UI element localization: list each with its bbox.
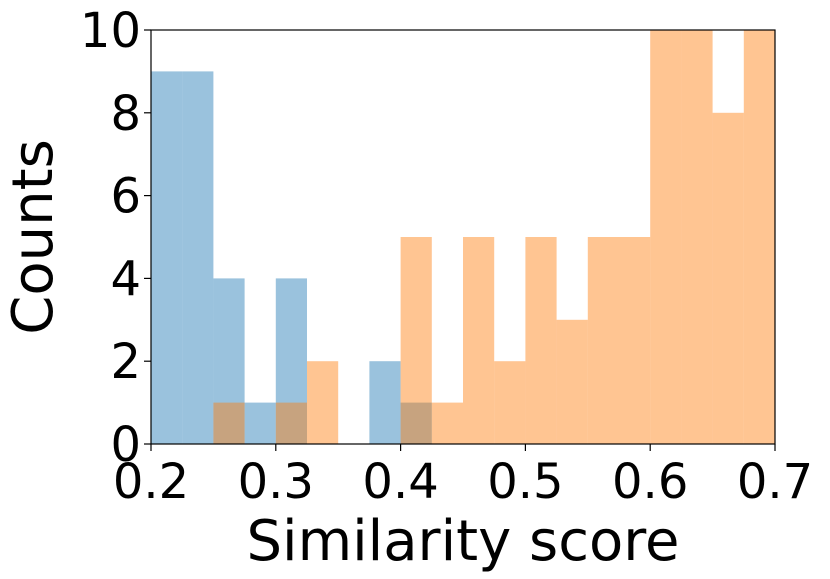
y-tick-label: 2 (110, 334, 141, 390)
y-tick-label: 0 (110, 417, 141, 473)
y-tick-label: 6 (110, 169, 141, 225)
x-tick-label: 0.5 (487, 454, 563, 510)
bar (307, 361, 339, 444)
bar (275, 278, 307, 444)
bar (712, 112, 744, 445)
x-tick-label: 0.4 (362, 454, 438, 510)
bar (494, 361, 526, 444)
bar (431, 402, 463, 444)
bar (556, 319, 588, 444)
bar (587, 237, 619, 444)
x-tick-label: 0.3 (238, 454, 314, 510)
y-tick-label: 4 (110, 251, 141, 307)
bar (400, 402, 432, 444)
bar (275, 402, 307, 444)
bar (400, 237, 432, 444)
bar (151, 71, 183, 445)
x-tick-label: 0.7 (737, 454, 813, 510)
y-tick-label: 8 (110, 86, 141, 142)
bar (244, 402, 276, 444)
bar (619, 237, 651, 444)
bar (681, 30, 713, 444)
bar (369, 361, 401, 444)
bar (650, 30, 682, 444)
bar (213, 278, 245, 444)
x-tick-label: 0.6 (612, 454, 688, 510)
bar (213, 402, 245, 444)
y-axis-label: Counts (1, 139, 66, 334)
bar (743, 30, 775, 444)
plot-frame (150, 29, 776, 445)
bar (463, 237, 495, 444)
x-tick-label: 0.2 (113, 454, 189, 510)
bar (182, 71, 214, 445)
bar (525, 237, 557, 444)
y-tick-label: 10 (80, 3, 141, 59)
x-axis-label: Similarity score (246, 509, 679, 574)
